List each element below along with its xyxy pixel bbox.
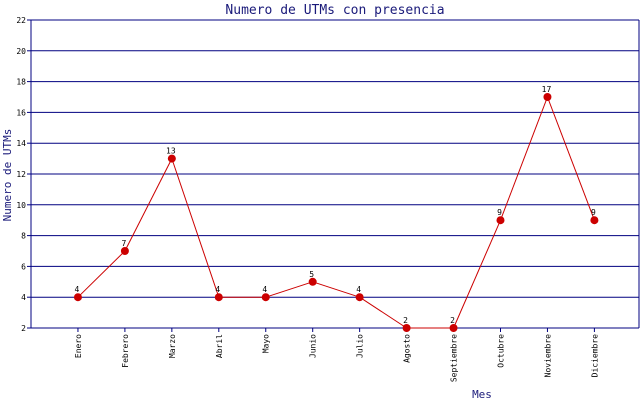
series-segment [359,296,407,329]
axes [27,19,640,332]
y-tick-label: 18 [16,78,26,87]
x-tick-label: Febrero [121,334,130,368]
data-labels: 4 7 13 4 4 5 4 2 2 9 17 9 [75,85,596,325]
data-label: 17 [542,85,552,94]
data-label: 4 [356,285,361,294]
data-point [214,293,223,302]
data-label: 9 [591,208,596,217]
y-tick-label: 8 [21,232,26,241]
series-markers [73,93,599,332]
y-tick-labels: 2 4 6 8 10 12 14 16 18 20 22 [16,16,26,333]
data-point [402,324,411,332]
x-tick-label: Octubre [496,334,505,368]
data-label: 4 [262,285,267,294]
data-label: 2 [403,316,408,325]
data-label: 4 [75,285,80,294]
data-point [496,216,505,225]
data-point [73,293,82,302]
x-tick-label: Septiembre [450,334,459,382]
x-tick-label: Agosto [403,334,412,363]
data-point [120,247,129,255]
y-tick-label: 4 [21,293,26,302]
data-label: 7 [121,239,126,248]
data-label: 4 [215,285,220,294]
x-tick-label: Enero [74,334,83,358]
x-tick-label: Marzo [168,334,177,358]
series-segment [77,250,126,298]
y-tick-label: 16 [16,108,26,117]
series-line [77,96,595,329]
data-label: 5 [309,270,314,279]
y-tick-label: 20 [16,47,26,56]
series-segment [546,96,595,221]
series-segment [124,158,173,252]
y-tick-label: 10 [16,201,26,210]
data-label: 9 [497,208,502,217]
data-point [261,293,270,302]
x-tick-label: Junio [309,334,318,358]
data-label: 2 [450,316,455,325]
y-tick-label: 6 [21,262,26,271]
series-segment [265,281,313,298]
data-point [167,154,176,163]
y-axis-title: Numero de UTMs [1,129,14,222]
x-tick-label: Julio [356,334,365,358]
data-point [543,93,552,101]
y-tick-label: 14 [16,139,26,148]
x-tick-label: Noviembre [543,334,552,378]
data-point [308,277,317,286]
y-tick-label: 22 [16,16,26,25]
chart-title: Numero de UTMs con presencia [225,3,444,18]
x-tick-label: Mayo [262,334,271,353]
x-axis-title: Mes [472,388,492,400]
data-point [590,216,599,225]
series-segment [312,281,360,298]
x-tick-label: Abril [215,334,224,358]
y-tick-label: 2 [21,324,26,333]
series-segment [500,96,548,221]
data-point [355,293,364,302]
grid-lines [31,19,639,329]
data-point [449,324,458,332]
series-segment [171,158,220,298]
data-label: 13 [166,147,176,156]
x-tick-label: Diciembre [590,334,599,378]
x-tick-labels: Enero Febrero Marzo Abril Mayo Junio Julio Agos… [74,334,599,382]
y-tick-label: 12 [16,170,26,179]
series-segment [453,220,501,329]
